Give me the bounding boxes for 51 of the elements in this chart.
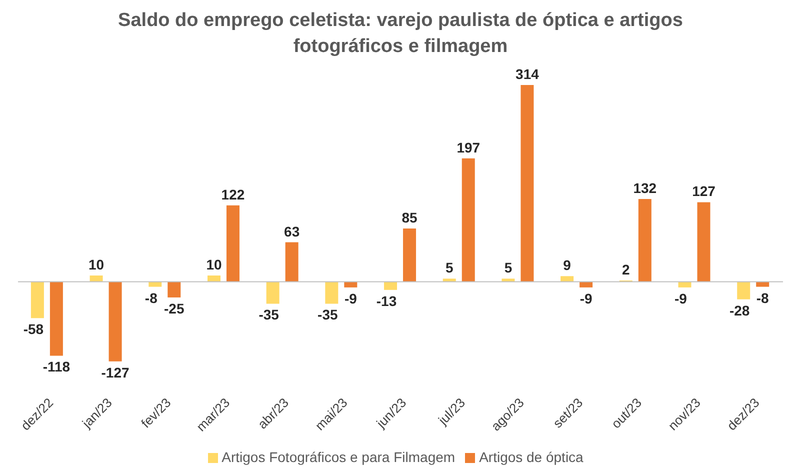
data-label: 5	[445, 260, 454, 276]
data-label: -8	[144, 290, 158, 306]
bar	[266, 282, 280, 304]
data-label: 5	[504, 260, 512, 276]
bar	[520, 85, 534, 282]
bar	[502, 278, 515, 282]
bar	[384, 282, 398, 290]
data-label: -9	[580, 290, 592, 306]
data-label: 127	[692, 183, 716, 200]
bar	[108, 282, 122, 362]
data-label: -118	[42, 358, 70, 375]
data-label: -28	[729, 302, 750, 318]
data-label: 2	[622, 262, 630, 278]
bar	[325, 282, 338, 304]
data-label: -13	[376, 292, 397, 309]
data-label: -35	[258, 306, 280, 323]
bar	[638, 199, 652, 282]
data-label: -25	[164, 300, 184, 316]
data-label: 63	[284, 223, 300, 240]
bar	[560, 276, 574, 282]
bar	[226, 205, 240, 282]
chart-title: Saldo do emprego celetista: varejo paulista de óptica e artigos fotográficos e filmagem	[117, 9, 684, 59]
legend-label: Artigos Fotográficos e para Filmagem	[222, 449, 456, 465]
bar	[50, 282, 63, 356]
bar	[462, 158, 475, 282]
legend-label: Artigos de óptica	[479, 449, 584, 465]
data-label: 122	[221, 186, 245, 202]
data-label: 132	[633, 180, 657, 196]
bar	[285, 242, 298, 282]
bar	[442, 278, 456, 282]
data-label: -9	[344, 290, 358, 306]
bar	[30, 282, 44, 318]
data-label: -35	[318, 306, 338, 323]
bar	[756, 282, 770, 287]
data-label: -9	[674, 290, 688, 306]
data-label: 85	[402, 210, 418, 226]
data-label: 10	[88, 256, 104, 273]
data-label: 10	[206, 256, 222, 273]
bar	[697, 202, 710, 282]
bar	[737, 282, 750, 300]
bar	[168, 282, 181, 298]
data-label: -58	[23, 321, 44, 338]
bar	[148, 282, 162, 287]
bar	[403, 228, 416, 282]
data-label: 9	[563, 257, 572, 274]
data-label: 314	[516, 66, 540, 82]
data-label: -127	[101, 364, 130, 380]
data-label: 197	[456, 139, 480, 156]
bar	[90, 276, 103, 282]
data-label: -8	[756, 290, 770, 306]
bar	[207, 276, 220, 282]
